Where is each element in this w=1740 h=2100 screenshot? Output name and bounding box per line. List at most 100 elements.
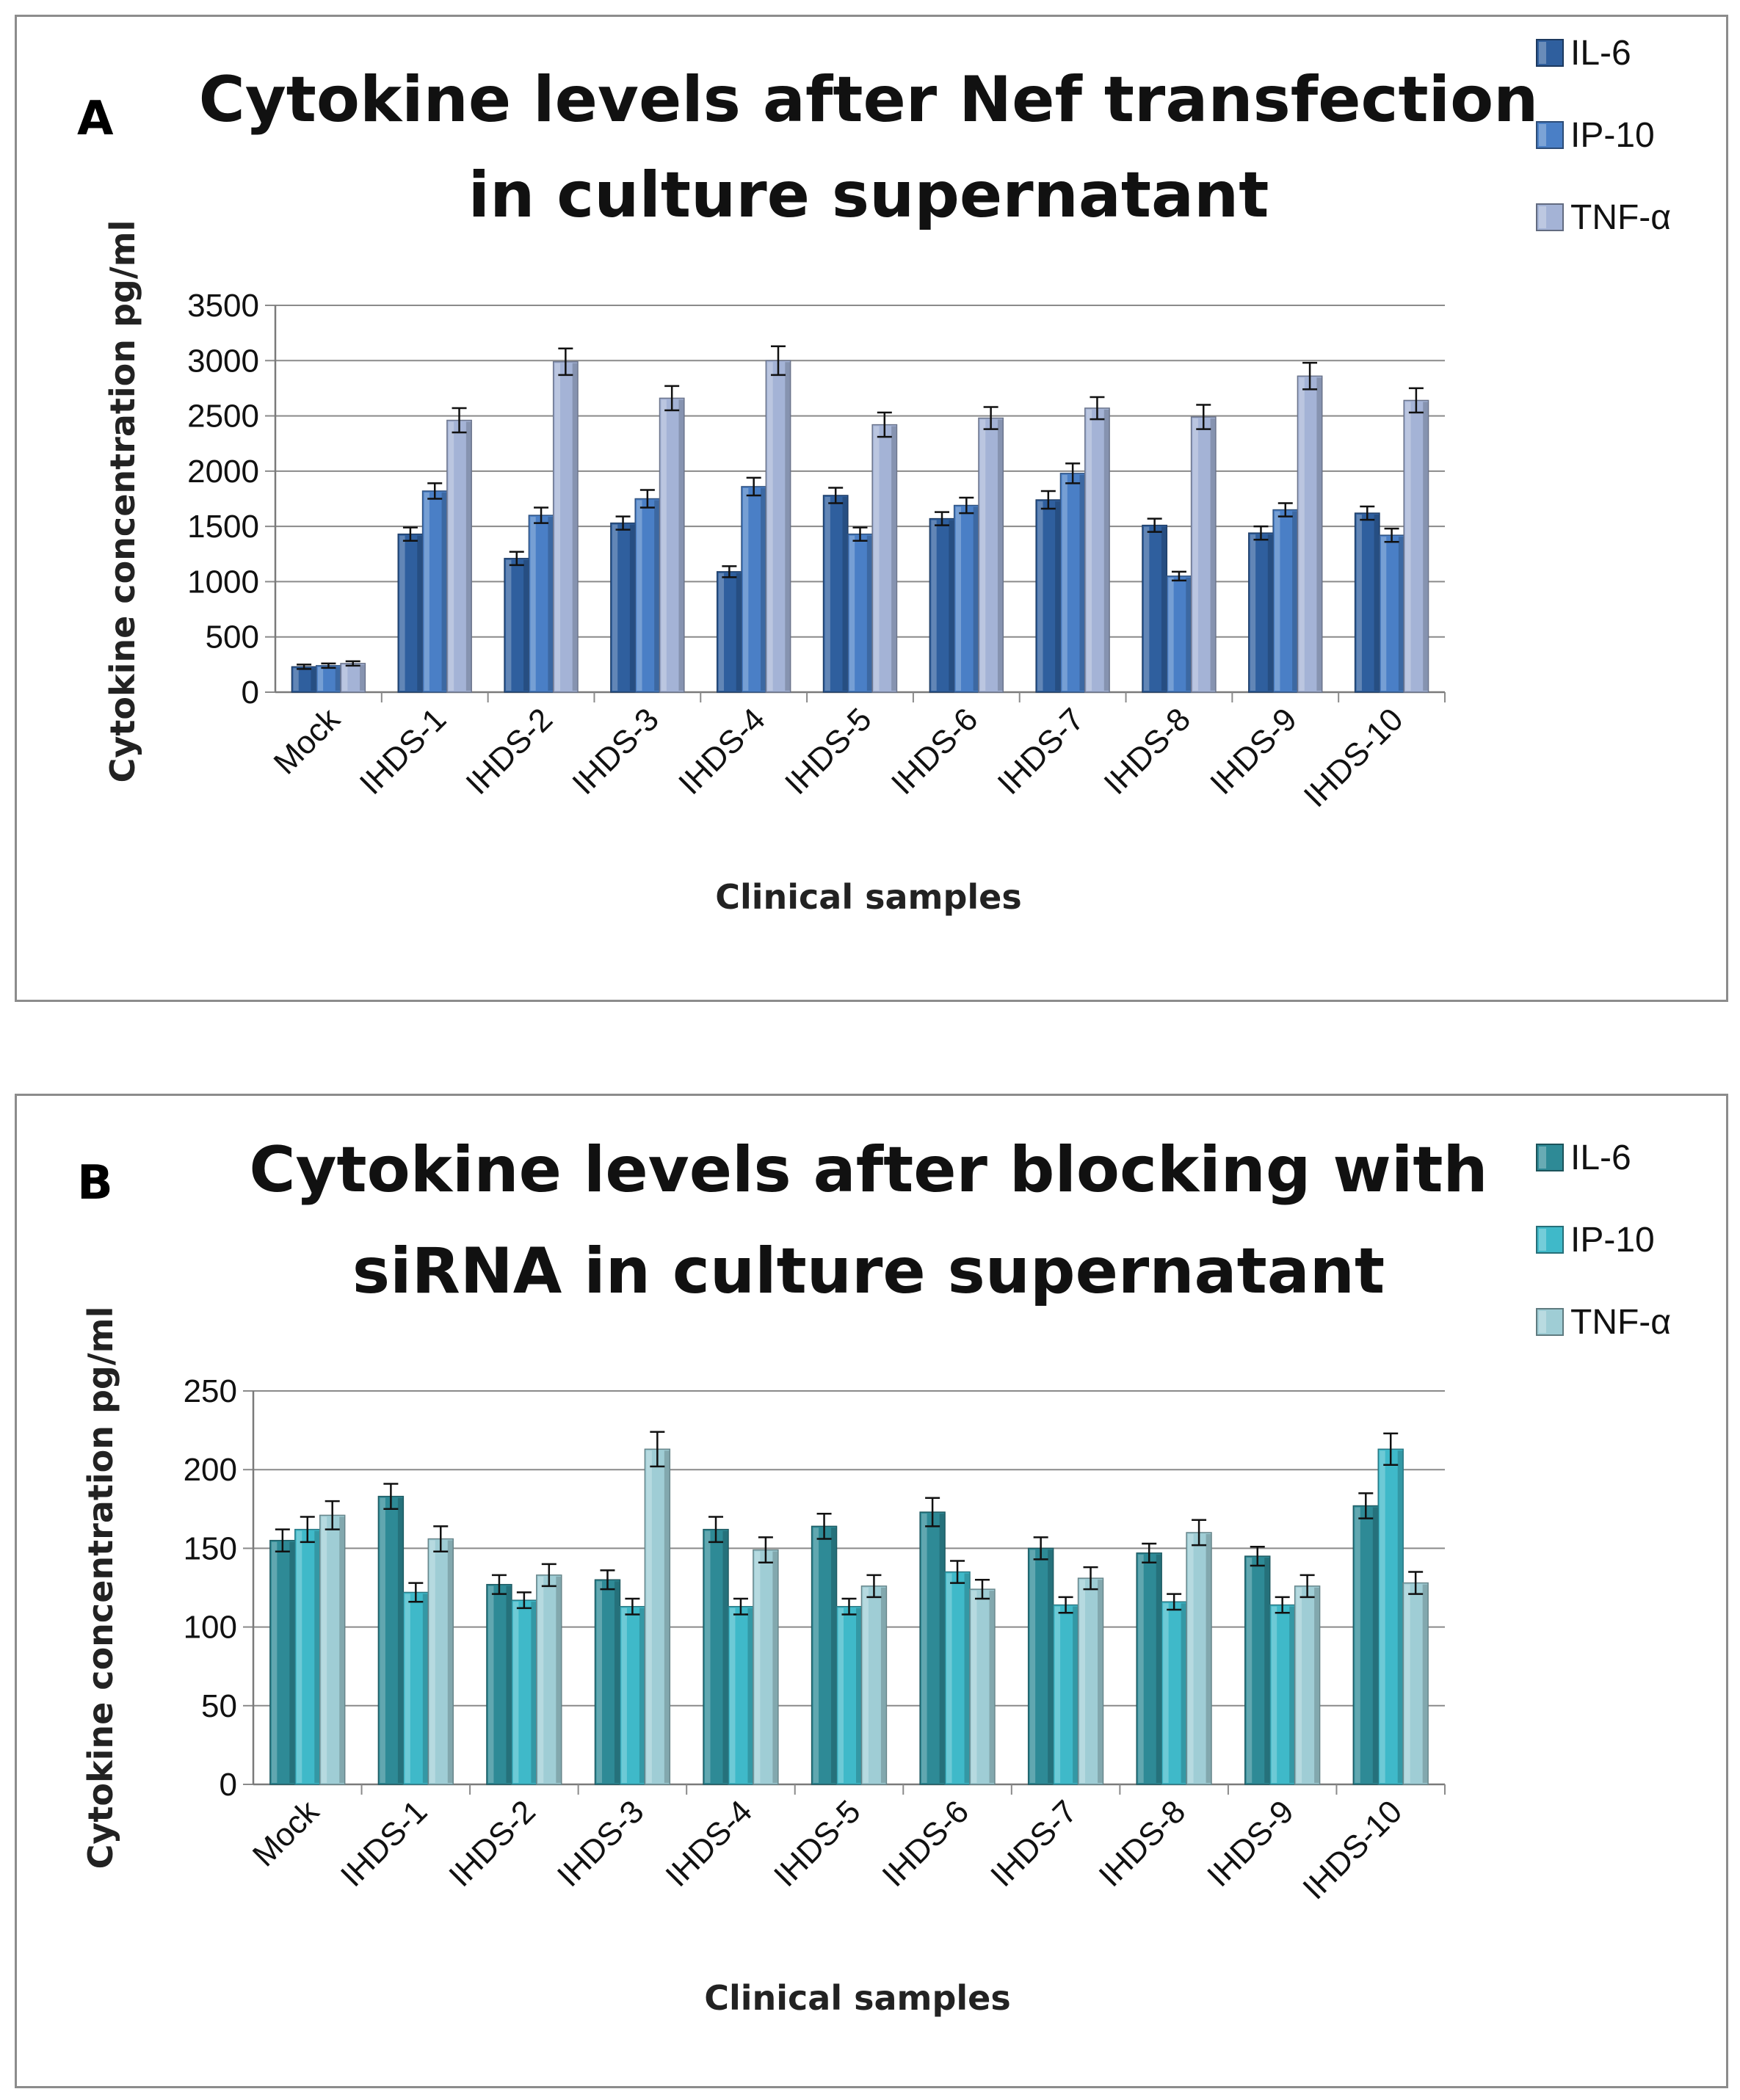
bar-shade xyxy=(785,362,790,691)
bar-shade xyxy=(989,1591,995,1783)
legend-label-il-6: IL-6 xyxy=(1570,1138,1631,1177)
chart-a-svg: A Cytokine levels after Nef transfection i… xyxy=(77,34,1671,917)
y-tick-label: 0 xyxy=(242,675,259,711)
bar-highlight xyxy=(946,1573,952,1783)
bar-highlight xyxy=(1296,1587,1302,1783)
bar-highlight xyxy=(271,1541,278,1783)
y-tick-label: 1500 xyxy=(187,509,259,545)
chart-title-line: Cytokine levels after blocking with xyxy=(249,1133,1487,1207)
bar-highlight xyxy=(874,426,880,691)
bar-highlight xyxy=(729,1607,736,1783)
panel-letter: A xyxy=(77,92,114,146)
bar-shade xyxy=(1314,1587,1319,1783)
bar-highlight xyxy=(1163,1603,1169,1783)
bar-highlight xyxy=(1380,537,1387,691)
bar-highlight xyxy=(1086,410,1092,691)
y-tick-label: 3500 xyxy=(187,288,259,324)
bar-shade xyxy=(1156,1554,1161,1783)
bar-highlight xyxy=(1275,511,1280,691)
x-category-label: IHDS-6 xyxy=(885,701,985,802)
bar-shade xyxy=(314,1530,320,1783)
bar-shade xyxy=(1422,1584,1428,1783)
bar-highlight xyxy=(1054,1606,1061,1783)
bar-shade xyxy=(397,1497,403,1783)
x-category-label: IHDS-2 xyxy=(459,701,559,802)
bar-highlight xyxy=(1246,1558,1253,1783)
chart-title-line: siRNA in culture supernatant xyxy=(352,1235,1385,1308)
x-axis-label: Clinical samples xyxy=(715,877,1022,917)
bar-shade xyxy=(531,1602,537,1783)
y-axis-label: Cytokine concentration pg/ml xyxy=(81,1307,120,1870)
x-category-label: IHDS-10 xyxy=(1296,1793,1409,1906)
bar-shade xyxy=(1079,474,1085,691)
bar-highlight xyxy=(1405,402,1411,691)
x-category-label: Mock xyxy=(246,1793,327,1874)
chart-b-svg: B Cytokine levels after blocking with siRN… xyxy=(77,1133,1671,2018)
bar-shade xyxy=(360,664,365,691)
x-category-label: IHDS-10 xyxy=(1297,701,1410,814)
bar-shade xyxy=(614,1581,620,1783)
bar-highlight xyxy=(380,1497,385,1783)
bar-shade xyxy=(1423,402,1428,691)
bar-shade xyxy=(831,1527,836,1783)
y-tick-label: 500 xyxy=(206,620,259,655)
bar-highlight xyxy=(955,506,961,691)
x-category-label: IHDS-5 xyxy=(778,701,879,802)
bar-shade xyxy=(964,1573,970,1783)
bar-highlight xyxy=(1062,474,1067,691)
bar-highlight xyxy=(1168,577,1174,691)
bar-highlight xyxy=(1299,377,1305,691)
x-category-label: IHDS-6 xyxy=(875,1793,976,1894)
x-category-label: Mock xyxy=(267,701,347,782)
bar-highlight xyxy=(429,1540,435,1783)
x-category-label: IHDS-8 xyxy=(1097,701,1197,802)
bar-highlight xyxy=(399,535,405,691)
bar-shade xyxy=(1073,1606,1078,1783)
legend-swatch-highlight xyxy=(1539,206,1546,228)
chart-panel-b: B Cytokine levels after blocking with siRN… xyxy=(15,1094,1728,2088)
legend-label-ip-10: IP-10 xyxy=(1570,116,1655,155)
bar-shade xyxy=(866,535,872,691)
bar-shade xyxy=(556,1576,562,1783)
legend-swatch-highlight xyxy=(1539,42,1546,64)
bar-shade xyxy=(1181,1603,1186,1783)
bar-shade xyxy=(289,1541,295,1783)
bar-highlight xyxy=(612,524,618,691)
x-category-label: IHDS-9 xyxy=(1203,701,1304,802)
bar-shade xyxy=(335,666,341,691)
legend-label-il-6: IL-6 xyxy=(1570,34,1631,73)
legend-label-tnf: TNF-α xyxy=(1570,198,1671,237)
bar-highlight xyxy=(554,363,561,691)
bar-shade xyxy=(1398,537,1404,691)
bar-shade xyxy=(664,1450,670,1783)
bar-shade xyxy=(422,1594,428,1783)
bar-shade xyxy=(1206,1533,1211,1783)
bar-highlight xyxy=(317,666,324,691)
y-tick-label: 50 xyxy=(201,1688,237,1724)
bar-highlight xyxy=(621,1607,627,1783)
bar-shade xyxy=(311,668,316,691)
bar-shade xyxy=(880,1587,886,1783)
bar-shade xyxy=(891,426,896,691)
x-category-label: IHDS-7 xyxy=(984,1793,1084,1894)
bar-shade xyxy=(572,363,578,691)
bar-highlight xyxy=(863,1587,869,1783)
bar-highlight xyxy=(921,1514,927,1783)
bar-highlight xyxy=(342,664,348,691)
y-tick-label: 2500 xyxy=(187,399,259,435)
bar-highlight xyxy=(1138,1554,1144,1783)
bar-highlight xyxy=(705,1530,711,1783)
bar-shade xyxy=(417,535,422,691)
y-tick-label: 0 xyxy=(220,1767,237,1803)
legend-label-tnf: TNF-α xyxy=(1570,1303,1671,1342)
bar-highlight xyxy=(424,492,429,691)
bar-highlight xyxy=(1380,1450,1385,1783)
y-tick-label: 2000 xyxy=(187,454,259,490)
bar-highlight xyxy=(537,1576,544,1783)
panel-letter: B xyxy=(77,1156,113,1210)
bar-shade xyxy=(548,517,554,691)
bar-highlight xyxy=(1192,418,1198,691)
bar-highlight xyxy=(530,517,536,691)
bar-shade xyxy=(629,524,635,691)
bar-shade xyxy=(1374,515,1380,691)
